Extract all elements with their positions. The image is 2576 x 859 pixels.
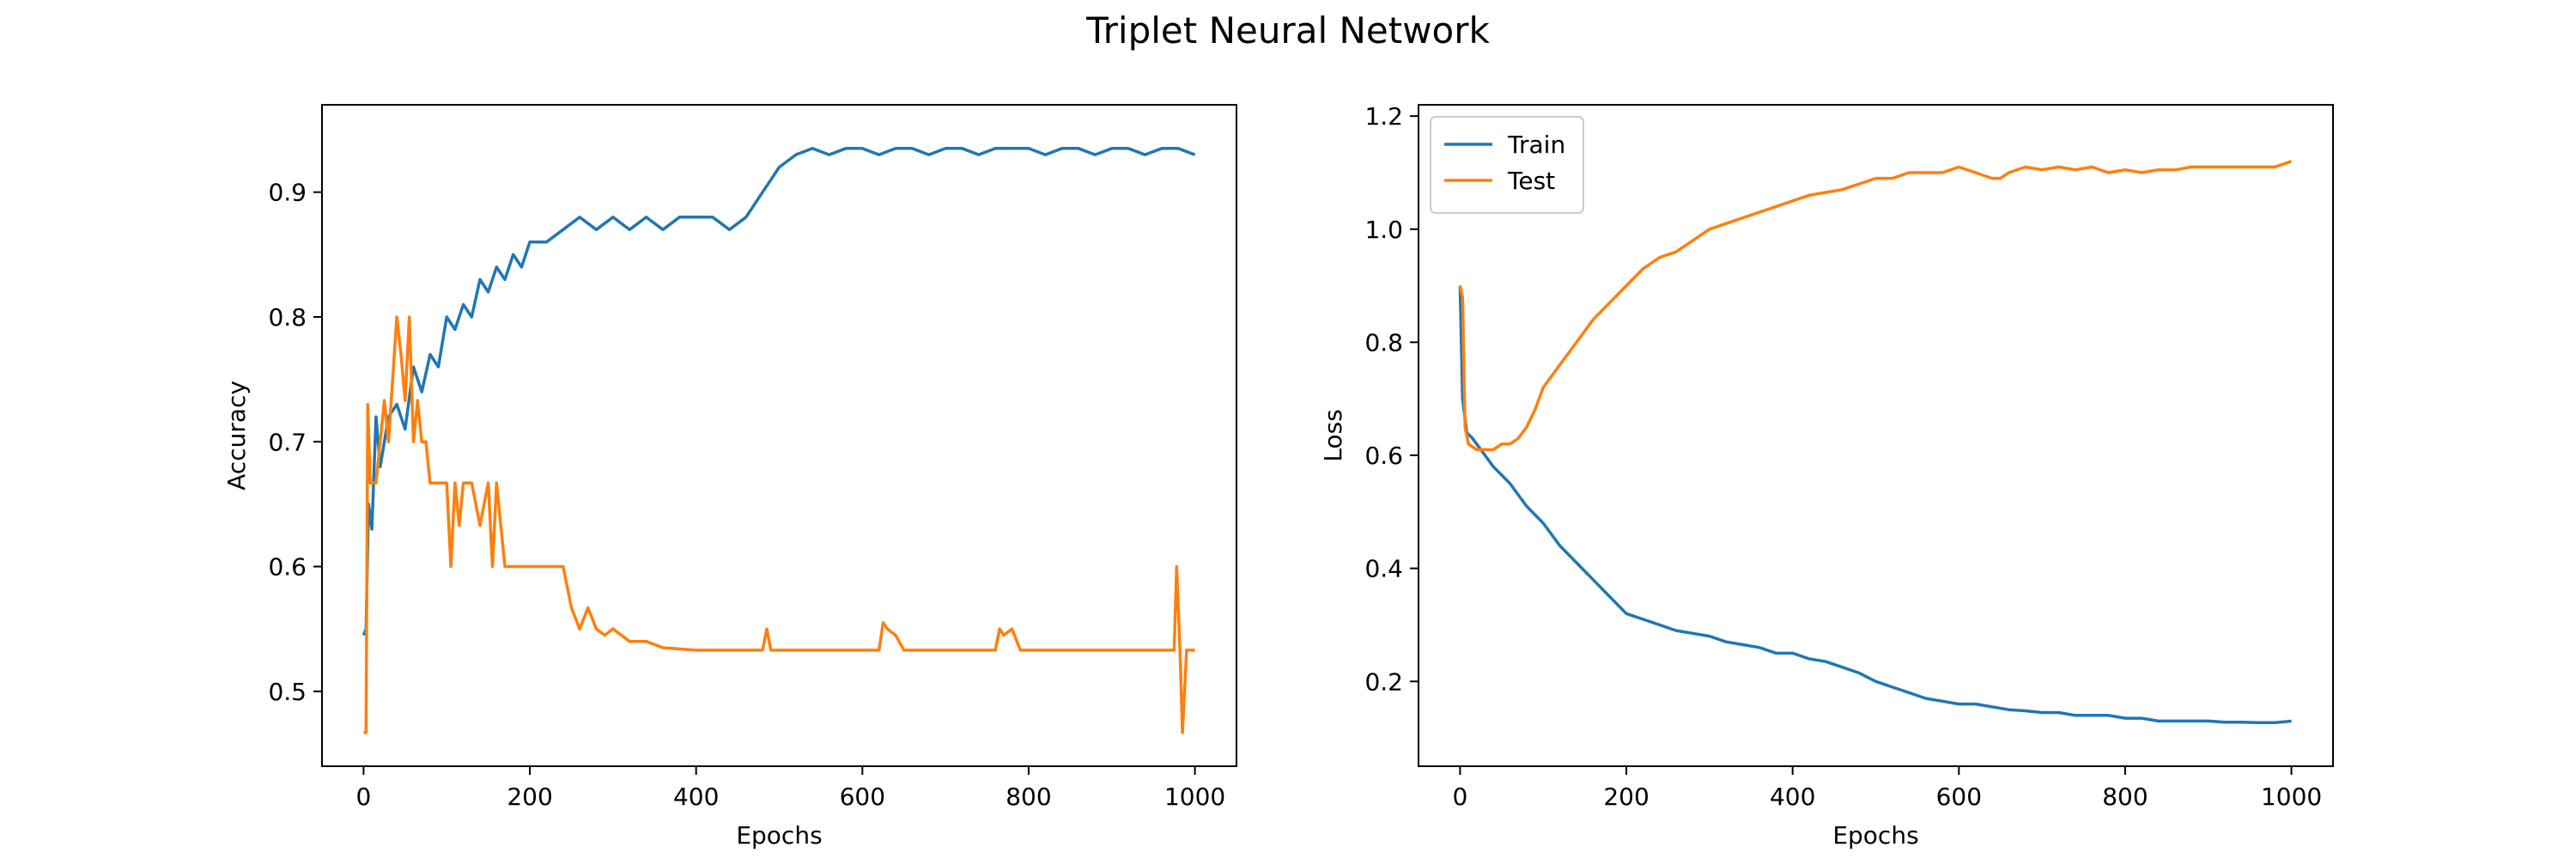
x-tick-label: 0 (1452, 783, 1467, 811)
y-tick-label: 0.4 (1364, 555, 1403, 583)
y-tick-label: 1.0 (1364, 216, 1403, 244)
x-tick-label: 400 (1770, 783, 1815, 811)
x-tick-label: 800 (2102, 783, 2148, 811)
y-tick-label: 0.6 (1364, 442, 1403, 470)
y-tick-label: 0.7 (268, 428, 307, 456)
legend-label: Train (1507, 131, 1565, 159)
x-tick-label: 600 (1936, 783, 1982, 811)
x-tick-label: 600 (840, 783, 885, 811)
axes-frame (1418, 104, 2334, 767)
series-line-0 (361, 147, 1196, 637)
y-tick-label: 0.9 (268, 179, 307, 207)
y-tick-label: 0.2 (1364, 667, 1403, 696)
y-axis-label: Loss (1319, 409, 1347, 461)
accuracy-chart: 0 200 400 600 800 1000 0.5 0.6 0.7 0.8 0.9 Epochs Ac… (222, 104, 1237, 850)
x-tick-label: 1000 (1164, 783, 1225, 811)
y-tick-label: 0.8 (1364, 328, 1403, 356)
legend (1430, 116, 1584, 214)
x-tick-label: 1000 (2261, 783, 2322, 811)
axes-frame (321, 104, 1237, 767)
series-line-0 (1458, 285, 2292, 725)
x-tick-label: 800 (1005, 783, 1051, 811)
x-axis-label: Epochs (1832, 821, 1918, 850)
x-tick-label: 200 (1603, 783, 1649, 811)
y-tick-label: 1.2 (1364, 102, 1403, 131)
loss-chart: 0 200 400 600 800 1000 0.2 0.4 0.6 0.8 1.0 1.2 Epoch… (1319, 102, 2334, 850)
x-tick-label: 0 (355, 783, 371, 811)
series-line-1 (1458, 160, 2293, 452)
series-line-1 (363, 315, 1195, 734)
y-tick-label: 0.8 (268, 303, 307, 332)
y-tick-label: 0.5 (268, 678, 307, 706)
y-tick-label: 0.6 (268, 553, 307, 582)
y-axis-label: Accuracy (222, 381, 251, 490)
x-tick-label: 200 (507, 783, 552, 811)
figure-title: Triplet Neural Network (1085, 9, 1490, 52)
legend-label: Test (1507, 167, 1555, 195)
x-axis-label: Epochs (736, 821, 822, 850)
x-tick-label: 400 (673, 783, 719, 811)
